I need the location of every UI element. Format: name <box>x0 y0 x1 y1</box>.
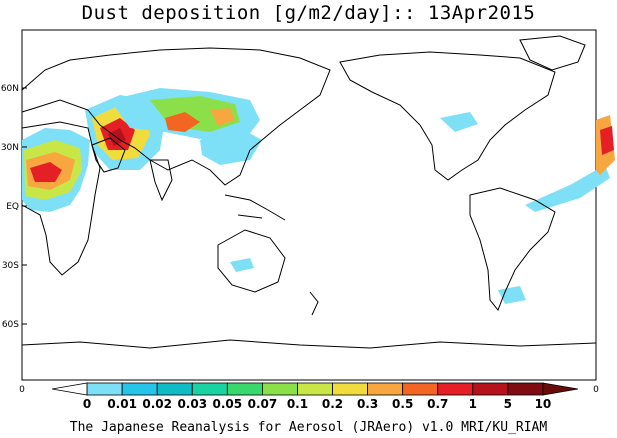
colorbar-tick-label: 0.07 <box>248 397 278 411</box>
colorbar-swatch <box>472 382 509 396</box>
lat-label-eq: EQ <box>6 202 19 212</box>
colorbar-swatch <box>507 382 544 396</box>
colorbar-swatch <box>261 382 298 396</box>
dust-fields <box>22 88 615 304</box>
colorbar-tick-label: 10 <box>535 397 552 411</box>
map-title: Dust deposition [g/m2/day]:: 13Apr2015 <box>81 2 536 24</box>
colorbar-tick-label: 0.5 <box>392 397 413 411</box>
colorbar-tick-label: 0.1 <box>287 397 308 411</box>
colorbar-tick-label: 1 <box>469 397 477 411</box>
colorbar-tick-label: 0.03 <box>177 397 207 411</box>
colorbar-swatch <box>121 382 158 396</box>
colorbar-swatch <box>156 382 193 396</box>
colorbar-swatch <box>437 382 474 396</box>
lat-label-30s: 30S <box>2 261 19 271</box>
lat-label-60s: 60S <box>2 320 19 330</box>
colorbar-tick-label: 0.3 <box>357 397 378 411</box>
lat-label-60n: 60N <box>1 84 19 94</box>
credit-line: The Japanese Reanalysis for Aerosol (JRA… <box>69 420 548 435</box>
colorbar-tick-label: 0.01 <box>107 397 137 411</box>
colorbar-tick-label: 0.7 <box>427 397 448 411</box>
colorbar-tick-label: 5 <box>504 397 512 411</box>
colorbar-tick-label: 0.05 <box>213 397 243 411</box>
lat-ticks <box>22 87 27 325</box>
colorbar-swatch <box>297 382 333 396</box>
colorbar-swatch <box>367 382 404 396</box>
colorbar-arrow-high <box>542 382 579 396</box>
colorbar-swatch <box>332 382 368 396</box>
colorbar: 0 0.01 0.02 0.03 0.05 0.07 0.1 0.2 0.3 0.5 0.7 1 5 10 <box>51 382 579 411</box>
colorbar-swatch <box>191 382 228 396</box>
colorbar-tick-label: 0.02 <box>142 397 172 411</box>
edge-label-left: 0 <box>19 385 25 395</box>
colorbar-swatch <box>226 382 263 396</box>
colorbar-tick-label: 0.2 <box>322 397 343 411</box>
coastlines <box>21 35 597 349</box>
lat-label-30n: 30N <box>1 143 19 153</box>
map-frame <box>21 29 597 381</box>
colorbar-swatch <box>86 382 123 396</box>
colorbar-tick-label: 0 <box>83 397 91 411</box>
edge-label-right: 0 <box>593 385 599 395</box>
colorbar-swatch <box>402 382 439 396</box>
colorbar-arrow-low <box>51 382 88 396</box>
